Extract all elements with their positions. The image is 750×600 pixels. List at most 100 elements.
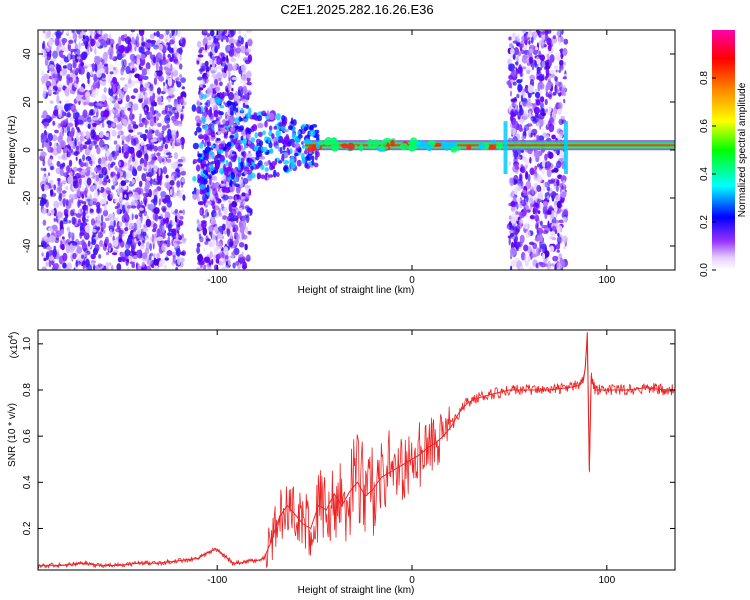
spectrogram-noise-0 xyxy=(98,254,102,259)
spectrogram-noise-0 xyxy=(94,190,99,199)
snr-scale-base: (x10 xyxy=(9,338,20,358)
spectrogram-transition-blob xyxy=(233,178,239,182)
spectrogram-noise-0 xyxy=(61,236,65,240)
spectrogram-noise-0 xyxy=(106,175,109,180)
snr-scale-close: ) xyxy=(9,332,20,335)
spectrogram-noise-0 xyxy=(164,105,168,114)
spectrogram-noise-0 xyxy=(181,177,186,183)
spectrogram-noise-0 xyxy=(131,37,136,45)
spectrogram-noise-1 xyxy=(195,267,201,270)
spectrogram-transition-blob xyxy=(262,146,268,153)
svg-text:(x104): (x104) xyxy=(8,332,20,359)
spectrogram-noise-0 xyxy=(112,239,119,247)
spectrogram-transition-blob xyxy=(215,120,221,125)
spectrogram-noise-0 xyxy=(77,127,80,133)
spectrogram-noise-1 xyxy=(201,221,207,229)
spectrogram-noise-0 xyxy=(123,53,126,57)
spectrogram-signal-blob xyxy=(496,141,504,150)
spectrogram-noise-2 xyxy=(534,63,539,68)
spectrogram-noise-0 xyxy=(131,213,134,221)
spectrogram-noise-0 xyxy=(72,77,77,82)
spectrogram-noise-2 xyxy=(510,200,516,208)
spectrogram-signal-blob xyxy=(312,144,316,151)
spectrogram-noise-1 xyxy=(236,100,240,104)
spectrogram-signal-blob xyxy=(382,140,387,146)
spectrogram-noise-0 xyxy=(56,186,62,194)
spectrogram-noise-0 xyxy=(65,199,69,207)
spectrogram-noise-0 xyxy=(137,263,140,270)
spectrogram-noise-0 xyxy=(109,71,114,75)
spectrogram-noise-0 xyxy=(166,158,172,163)
spectrogram-noise-2 xyxy=(514,120,519,130)
spectrogram-noise-2 xyxy=(557,232,560,237)
spectrogram-noise-2 xyxy=(525,260,529,267)
spectrogram-signal-blob xyxy=(478,142,486,150)
spectrogram-noise-0 xyxy=(61,243,65,251)
spectrogram-noise-0 xyxy=(156,236,164,242)
spectrogram-noise-1 xyxy=(227,238,234,247)
spectrogram-noise-0 xyxy=(177,31,181,38)
spectrogram-noise-2 xyxy=(516,61,519,67)
spectrogram-noise-0 xyxy=(126,205,132,209)
spectrogram-noise-1 xyxy=(242,177,249,185)
spectrogram-noise-2 xyxy=(537,210,541,215)
spectrogram-noise-0 xyxy=(123,85,128,92)
spectrogram-noise-2 xyxy=(538,40,544,46)
spectrogram-signal-blob xyxy=(491,139,497,144)
spectrogram-noise-0 xyxy=(69,171,73,177)
spectrogram-transition-blob xyxy=(220,180,225,184)
spectrogram-noise-1 xyxy=(229,30,236,36)
spectrogram-transition-blob xyxy=(283,136,290,142)
spectrogram-noise-0 xyxy=(155,52,163,62)
spectrogram-transition-blob xyxy=(196,105,202,114)
spectrogram-noise-1 xyxy=(211,211,217,218)
spectrogram-noise-0 xyxy=(157,155,163,162)
spectrogram-noise-0 xyxy=(132,179,135,184)
spectrogram-noise-0 xyxy=(94,63,98,72)
spectrogram-noise-1 xyxy=(200,65,204,72)
spectrogram-noise-1 xyxy=(226,228,231,237)
spectrogram-noise-0 xyxy=(177,97,181,105)
spectrogram-noise-0 xyxy=(79,232,85,236)
spectrogram-noise-0 xyxy=(177,104,182,113)
spectrogram-noise-0 xyxy=(178,210,183,214)
spectrogram-noise-0 xyxy=(138,98,143,103)
spectrogram-noise-2 xyxy=(551,134,556,140)
spectrogram-transition-blob xyxy=(218,111,224,116)
spectrogram-noise-0 xyxy=(160,191,167,198)
spectrogram-noise-2 xyxy=(539,102,545,109)
spectrogram-noise-0 xyxy=(167,236,171,243)
spectrogram-noise-1 xyxy=(241,215,247,223)
spectrogram-transition-blob xyxy=(226,100,232,106)
spectrogram-noise-1 xyxy=(204,256,211,263)
spectrogram-noise-0 xyxy=(86,215,90,219)
spectrogram-noise-2 xyxy=(547,260,551,267)
spectrogram-noise-1 xyxy=(239,179,244,188)
spectrogram-noise-2 xyxy=(536,70,542,79)
spectrogram-noise-1 xyxy=(244,93,249,100)
spectrogram-transition-blob xyxy=(286,168,293,172)
spectrogram-noise-1 xyxy=(219,81,223,87)
spectrogram-signal-blob xyxy=(367,138,373,147)
snr-y-tick-label: 1.0 xyxy=(22,336,33,350)
spectrogram-noise-0 xyxy=(91,172,95,176)
spectrogram-noise-0 xyxy=(131,168,138,177)
spectrogram-noise-0 xyxy=(172,67,176,72)
spectrogram-noise-2 xyxy=(524,253,527,263)
spectrogram-noise-0 xyxy=(128,78,132,85)
spectrogram-noise-2 xyxy=(550,178,556,184)
spectrogram-noise-1 xyxy=(217,77,222,82)
spectrogram-noise-2 xyxy=(530,151,535,161)
spectrogram-noise-1 xyxy=(226,92,230,97)
spectrogram-noise-0 xyxy=(96,204,100,214)
spectrogram-transition-blob xyxy=(242,138,248,145)
spectrogram-noise-0 xyxy=(53,263,59,270)
spectrogram-noise-0 xyxy=(52,248,57,258)
spectrogram-noise-0 xyxy=(87,240,91,247)
spectrogram-noise-0 xyxy=(142,192,147,197)
spectrogram-noise-0 xyxy=(137,165,143,172)
spectrogram-noise-1 xyxy=(240,176,244,180)
spectrogram-panel: -100 0 100 -40 -20 0 20 40 Height of straight l… xyxy=(7,29,676,296)
spectrogram-noise-0 xyxy=(64,87,70,97)
